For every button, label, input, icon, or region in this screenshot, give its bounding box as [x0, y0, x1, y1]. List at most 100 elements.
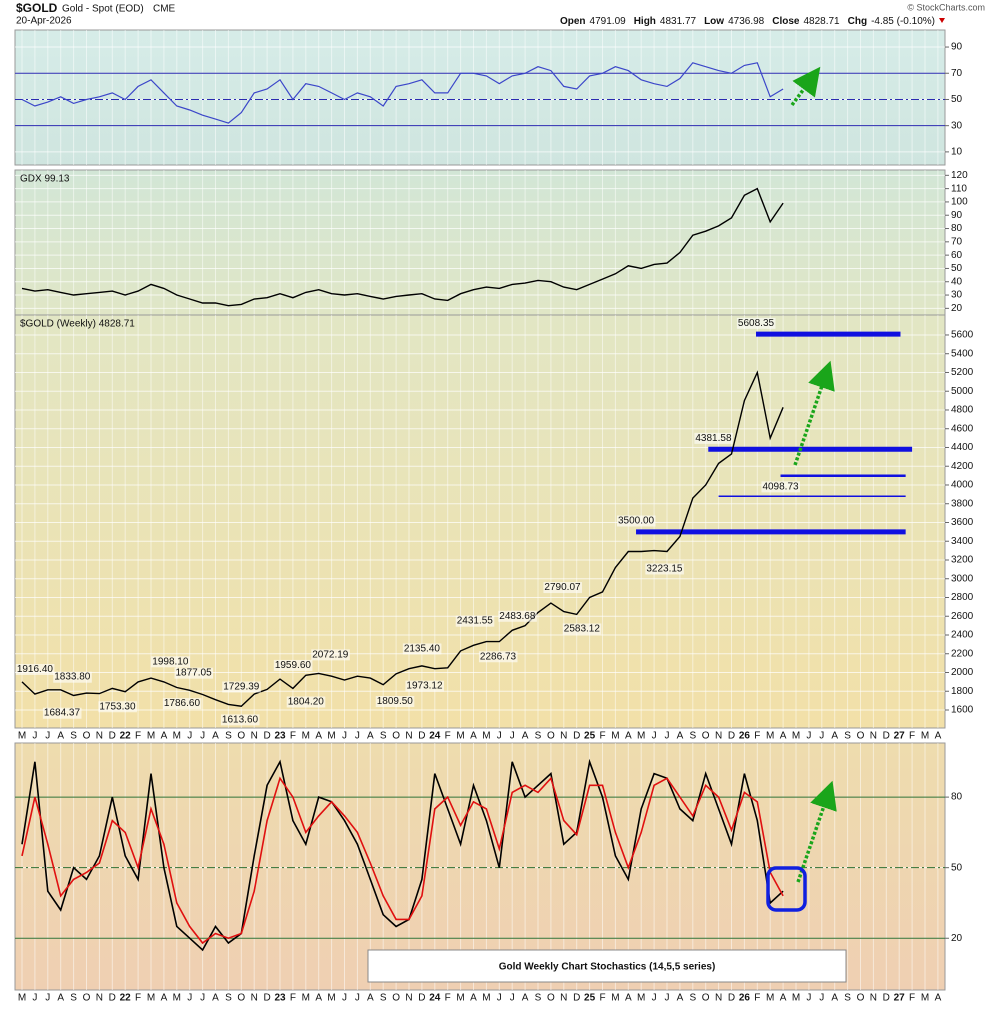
price-label-box: [162, 698, 202, 710]
y-tick-label: 2400: [951, 630, 974, 641]
x-tick-label: D: [728, 993, 735, 1004]
x-tick-label: F: [135, 993, 141, 1004]
x-tick-label: S: [844, 731, 851, 742]
x-tick-label: D: [573, 731, 580, 742]
price-label: 1959.60: [275, 660, 312, 671]
x-tick-label: J: [342, 993, 347, 1004]
x-tick-label: M: [792, 731, 800, 742]
price-label: 1877.05: [175, 668, 212, 679]
x-tick-label: M: [456, 993, 464, 1004]
x-tick-label: A: [831, 993, 838, 1004]
quote-value: 4791.09: [590, 16, 627, 27]
x-tick-label: M: [637, 993, 645, 1004]
x-tick-label: 27: [894, 731, 906, 742]
x-tick-label: A: [935, 731, 942, 742]
x-tick-label: N: [715, 731, 722, 742]
x-tick-label: J: [497, 993, 502, 1004]
x-tick-label: S: [689, 993, 696, 1004]
y-tick-label: 3400: [951, 536, 974, 547]
credit: © StockCharts.com: [907, 2, 985, 12]
series-line: [21, 62, 784, 124]
price-label: 1613.60: [222, 714, 259, 725]
x-tick-label: A: [625, 731, 632, 742]
y-tick-label: 3800: [951, 498, 974, 509]
x-tick-label: N: [251, 731, 258, 742]
y-tick-label: 40: [951, 276, 963, 287]
price-label: 2135.40: [404, 643, 441, 654]
y-tick-label: 3000: [951, 573, 974, 584]
x-tick-label: J: [806, 993, 811, 1004]
x-tick-label: A: [780, 731, 787, 742]
price-label-box: [478, 651, 518, 663]
price-label-box: [402, 643, 442, 655]
price-label: 1684.37: [44, 708, 81, 719]
x-tick-label: M: [921, 993, 929, 1004]
x-tick-label: 25: [584, 993, 596, 1004]
x-tick-label: N: [405, 993, 412, 1004]
y-tick-label: 3200: [951, 555, 974, 566]
x-tick-label: O: [702, 993, 710, 1004]
y-tick-label: 1600: [951, 705, 974, 716]
price-label-box: [174, 667, 214, 679]
x-tick-label: J: [355, 731, 360, 742]
x-tick-label: M: [482, 731, 490, 742]
quote-label: Chg: [848, 16, 867, 27]
x-tick-label: N: [870, 993, 877, 1004]
x-tick-label: F: [445, 993, 451, 1004]
price-label: 2483.68: [499, 611, 536, 622]
y-tick-label: 4200: [951, 461, 974, 472]
x-tick-label: M: [18, 731, 26, 742]
price-label-box: [222, 681, 261, 693]
y-tick-label: 4800: [951, 405, 974, 416]
x-tick-label: D: [883, 731, 890, 742]
x-tick-label: A: [367, 731, 374, 742]
x-tick-label: O: [83, 993, 91, 1004]
x-tick-label: J: [187, 993, 192, 1004]
x-tick-label: N: [870, 731, 877, 742]
x-tick-label: J: [665, 993, 670, 1004]
x-tick-label: M: [173, 731, 181, 742]
x-tick-label: 24: [429, 993, 441, 1004]
down-triangle: [939, 18, 945, 23]
x-tick-label: A: [212, 993, 219, 1004]
x-tick-label: J: [45, 993, 50, 1004]
quote-value: 4831.77: [660, 16, 697, 27]
y-tick-label: 1800: [951, 686, 974, 697]
x-tick-label: M: [766, 993, 774, 1004]
price-label-box: [53, 671, 92, 683]
x-tick-label: J: [32, 993, 37, 1004]
price-label-box: [273, 659, 313, 671]
y-tick-label: 60: [951, 250, 963, 261]
y-tick-label: 50: [951, 263, 963, 274]
quote-value: 4828.71: [803, 16, 840, 27]
x-tick-label: S: [844, 993, 851, 1004]
arrow: [796, 780, 837, 883]
y-tick-label: 90: [951, 42, 963, 53]
x-tick-label: M: [456, 731, 464, 742]
price-label-box: [616, 515, 656, 527]
panel: 10 30 50 70 90: [14, 29, 963, 166]
x-tick-label: O: [547, 731, 555, 742]
x-tick-label: A: [677, 731, 684, 742]
x-tick-label: M: [327, 993, 335, 1004]
price-label-box: [15, 663, 55, 675]
price-label-box: [98, 701, 137, 713]
x-tick-label: M: [766, 731, 774, 742]
y-tick-label: 2000: [951, 667, 974, 678]
y-tick-label: 10: [951, 147, 963, 158]
x-tick-label: A: [315, 993, 322, 1004]
x-tick-label: 27: [894, 993, 906, 1004]
panel-background: [14, 169, 946, 316]
x-tick-label: J: [510, 993, 515, 1004]
price-label-box: [375, 695, 415, 707]
quote-value: -4.85 (-0.10%): [871, 16, 935, 27]
x-tick-label: O: [237, 731, 245, 742]
x-tick-label: N: [96, 993, 103, 1004]
x-tick-label: D: [418, 993, 425, 1004]
y-tick-label: 20: [951, 933, 963, 944]
x-tick-label: J: [819, 993, 824, 1004]
price-label: 2583.12: [564, 623, 601, 634]
x-tick-label: O: [83, 731, 91, 742]
x-tick-label: 25: [584, 731, 596, 742]
